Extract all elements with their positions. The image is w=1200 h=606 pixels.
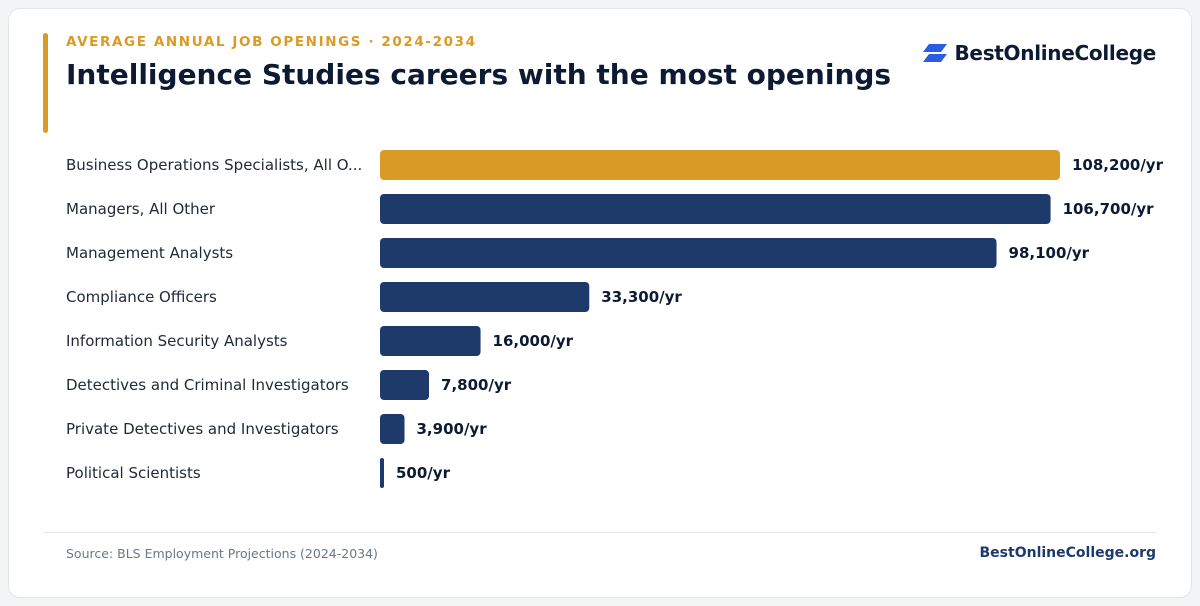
value-label: 500/yr: [396, 464, 451, 482]
value-label: 16,000/yr: [493, 332, 574, 350]
category-label: Political Scientists: [66, 464, 201, 482]
category-label: Private Detectives and Investigators: [66, 420, 339, 438]
value-label: 108,200/yr: [1072, 156, 1164, 174]
value-label: 7,800/yr: [441, 376, 512, 394]
chart-eyebrow: AVERAGE ANNUAL JOB OPENINGS · 2024-2034: [66, 34, 477, 50]
logo-mark-icon: [923, 44, 948, 62]
value-label: 33,300/yr: [601, 288, 682, 306]
accent-bar: [43, 33, 48, 133]
category-label: Detectives and Criminal Investigators: [66, 376, 349, 394]
category-label: Business Operations Specialists, All O..…: [66, 156, 362, 174]
bar: [380, 458, 384, 488]
brand-name: BestOnlineCollege: [954, 41, 1156, 65]
value-label: 3,900/yr: [417, 420, 488, 438]
bar: [380, 238, 997, 268]
category-label: Management Analysts: [66, 244, 233, 262]
chart-title: Intelligence Studies careers with the mo…: [66, 58, 892, 91]
category-label: Managers, All Other: [66, 200, 216, 218]
footer-divider: [44, 532, 1156, 533]
category-label: Information Security Analysts: [66, 332, 288, 350]
bar: [380, 282, 590, 312]
category-label: Compliance Officers: [66, 288, 217, 306]
bar: [380, 414, 405, 444]
chart-card: [8, 8, 1192, 598]
site-link[interactable]: BestOnlineCollege.org: [979, 545, 1156, 561]
source-note: Source: BLS Employment Projections (2024…: [66, 546, 378, 561]
bar: [380, 370, 430, 400]
value-label: 106,700/yr: [1063, 200, 1155, 218]
bar: [380, 150, 1060, 180]
brand-logo[interactable]: BestOnlineCollege: [923, 41, 1156, 65]
bar: [380, 326, 481, 356]
value-label: 98,100/yr: [1009, 244, 1090, 262]
bar: [380, 194, 1051, 224]
